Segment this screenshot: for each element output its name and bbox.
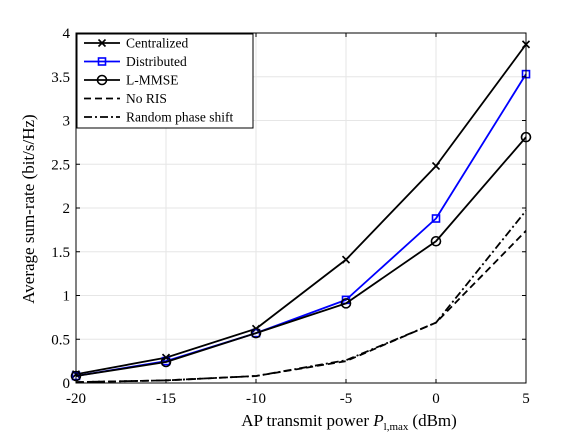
y-tick-label: 0	[63, 376, 71, 392]
y-tick-label: 4	[63, 26, 71, 42]
y-tick-label: 3.5	[51, 70, 70, 86]
legend-label: L-MMSE	[126, 73, 179, 88]
series-line	[75, 230, 527, 384]
square-marker	[431, 214, 441, 223]
x-tick-label: -10	[246, 391, 266, 407]
circle-marker	[340, 298, 352, 309]
x-marker	[341, 255, 351, 264]
x-marker-stroke	[97, 38, 107, 48]
legend: Centralized Distributed L-MMSE No RIS Random…	[76, 33, 254, 129]
legend-item: Distributed	[84, 54, 187, 69]
x-tick-label: -15	[156, 391, 176, 407]
x-axis-label-symbol: P	[372, 411, 383, 430]
series-layer	[70, 40, 532, 384]
y-tick-label: 1.5	[51, 245, 70, 261]
x-tick-label: 0	[432, 391, 440, 407]
x-tick-label: -20	[66, 391, 86, 407]
axis-ticks: -20 -15 -10 -5 0 5 0 0.5 1 1.5 2 2.5 3 3.5 4	[51, 26, 530, 407]
x-axis-label-unit: (dBm)	[412, 411, 456, 430]
x-marker	[97, 38, 107, 48]
y-tick-label: 3	[63, 114, 71, 130]
x-axis-label-text: AP transmit power	[241, 411, 369, 430]
series-line	[75, 136, 527, 377]
series-line	[75, 210, 527, 384]
legend-label: Distributed	[126, 54, 187, 69]
x-marker-stroke	[341, 255, 351, 264]
y-axis-label: Average sum-rate (bit/s/Hz)	[19, 114, 38, 303]
square-marker	[97, 57, 107, 66]
legend-item: No RIS	[84, 91, 167, 106]
circle-marker	[96, 74, 108, 86]
legend-label: Centralized	[126, 36, 188, 51]
y-tick-label: 0.5	[51, 332, 70, 348]
circle-marker	[430, 235, 442, 247]
circle-marker	[160, 356, 172, 368]
legend-label: Random phase shift	[126, 110, 233, 125]
square-marker	[251, 328, 261, 338]
x-marker-stroke	[431, 161, 441, 171]
circle-marker	[250, 327, 262, 339]
series-no-ris	[75, 230, 527, 384]
series-line	[75, 43, 527, 376]
y-tick-label: 2	[63, 201, 71, 217]
y-tick-label: 1	[63, 289, 71, 305]
legend-item: Centralized	[84, 36, 188, 51]
x-axis-label-subscript: l,max	[384, 421, 409, 433]
x-axis-label: AP transmit power Pl,max (dBm)	[241, 411, 457, 433]
x-tick-label: 5	[522, 391, 530, 407]
legend-item: Random phase shift	[84, 110, 233, 125]
x-marker	[431, 161, 441, 171]
legend-label: No RIS	[126, 91, 167, 106]
series-l-mmse	[70, 131, 532, 382]
x-tick-label: -5	[340, 391, 353, 407]
legend-item: L-MMSE	[84, 73, 179, 88]
series-random-phase-shift	[75, 210, 527, 384]
y-tick-label: 2.5	[51, 157, 70, 173]
